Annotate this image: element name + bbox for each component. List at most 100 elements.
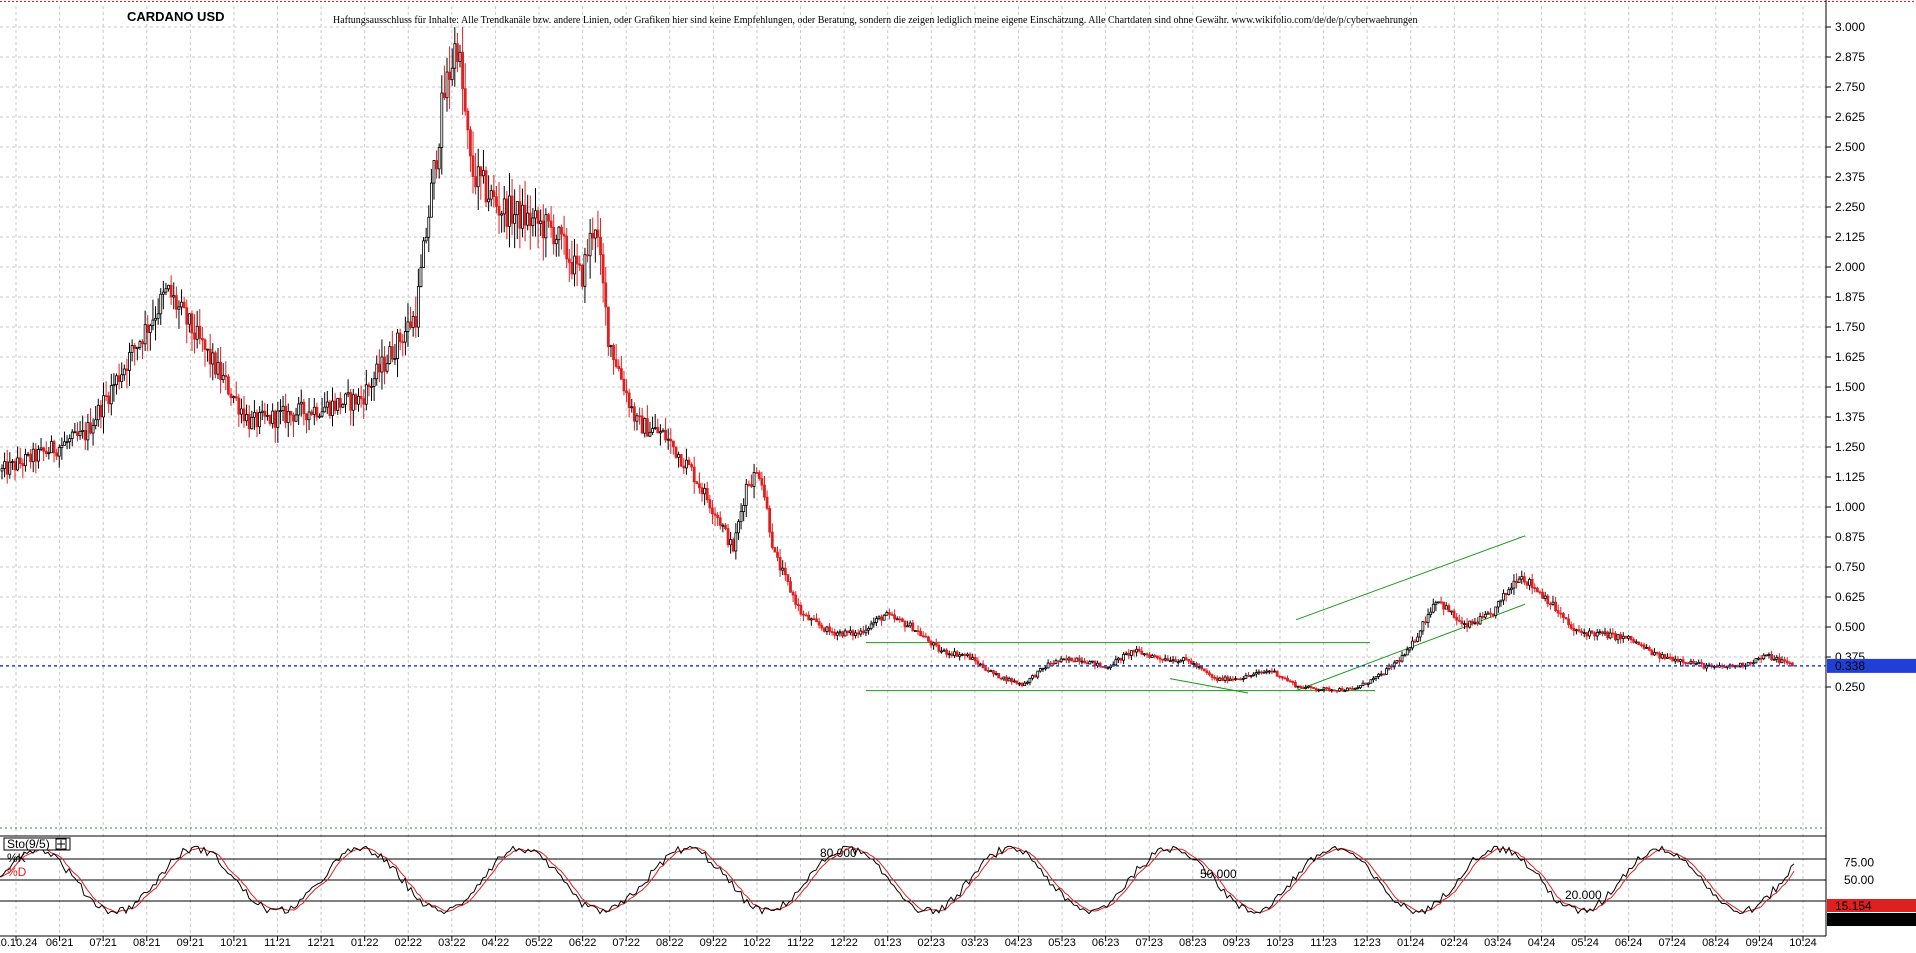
- y-tick-label: 0.500: [1835, 620, 1865, 634]
- candle-body: [1598, 631, 1602, 634]
- candle-body: [924, 635, 928, 638]
- candle-body: [765, 496, 769, 509]
- candle-body: [1231, 678, 1235, 681]
- candle-body: [492, 190, 496, 198]
- oscillator-panel: 80.00050.00020.00075.0050.00Sto(9/5)%K%D…: [0, 835, 1916, 927]
- candle-body: [154, 317, 157, 321]
- candle-body: [846, 630, 850, 634]
- candle-body: [1010, 678, 1014, 683]
- candle-body: [1684, 662, 1688, 664]
- candle-body: [1020, 682, 1024, 687]
- candle-body: [851, 630, 855, 637]
- candle-body: [1247, 675, 1250, 677]
- candle-body: [999, 677, 1003, 680]
- candle-body: [1476, 621, 1479, 625]
- candle-body: [29, 453, 33, 463]
- candle-body: [1070, 657, 1073, 662]
- candle-body: [1156, 655, 1159, 659]
- candle-body: [1614, 633, 1617, 641]
- candle-body: [911, 622, 915, 632]
- candle-body: [26, 453, 30, 456]
- candle-body: [489, 190, 493, 200]
- candle-body: [461, 51, 465, 90]
- candle-body: [802, 613, 805, 616]
- candle-body: [812, 618, 816, 621]
- candle-body: [763, 484, 766, 498]
- candle-body: [44, 450, 48, 454]
- candle-body: [177, 306, 181, 310]
- x-tick-label: 03:23: [961, 937, 989, 948]
- candle-body: [859, 630, 863, 635]
- candle-body: [1788, 662, 1792, 665]
- candle-body: [484, 170, 488, 203]
- candle-body: [1364, 682, 1368, 685]
- candle-body: [895, 618, 899, 621]
- candle-body: [1525, 581, 1529, 586]
- candle-body: [383, 356, 386, 372]
- candle-body: [253, 412, 256, 418]
- candle-body: [1595, 632, 1599, 637]
- y-tick-label: 2.125: [1835, 230, 1865, 244]
- candle-body: [112, 384, 116, 387]
- candle-body: [557, 226, 561, 241]
- candle-body: [565, 235, 569, 260]
- candle-body: [1637, 641, 1641, 646]
- candle-body: [13, 461, 17, 471]
- candle-body: [789, 581, 792, 593]
- candle-body: [102, 395, 105, 418]
- candle-body: [979, 663, 982, 666]
- candle-body: [143, 324, 147, 345]
- candle-body: [427, 216, 431, 238]
- candle-body: [966, 653, 969, 656]
- candle-body: [216, 361, 220, 375]
- candle-body: [544, 214, 548, 239]
- candle-body: [385, 363, 389, 372]
- candle-body: [638, 415, 641, 418]
- candle-body: [526, 212, 530, 226]
- candle-body: [1757, 657, 1760, 660]
- candle-body: [835, 632, 839, 636]
- candle-body: [1663, 654, 1667, 659]
- candle-body: [1215, 677, 1219, 681]
- candle-body: [1145, 653, 1149, 656]
- candle-body: [1038, 668, 1042, 672]
- x-tick-label: 09:24: [1746, 937, 1774, 948]
- x-tick-label: 10:22: [743, 937, 771, 948]
- candle-body: [942, 649, 946, 652]
- candle-body: [227, 376, 230, 395]
- candle-body: [336, 397, 340, 411]
- candle-body: [1161, 658, 1165, 661]
- x-tick-label: 09:23: [1223, 937, 1251, 948]
- candle-body: [721, 524, 725, 527]
- candle-body: [159, 293, 163, 315]
- candle-body: [614, 359, 618, 367]
- candle-body: [1372, 677, 1375, 681]
- candle-body: [401, 341, 405, 344]
- candle-body: [536, 210, 540, 224]
- candle-body: [83, 430, 87, 441]
- osc-level-label: 50.000: [1200, 867, 1237, 881]
- candle-body: [929, 640, 933, 646]
- candle-body: [338, 397, 342, 408]
- channel-lower: [1295, 603, 1526, 692]
- candle-body: [1150, 655, 1154, 658]
- candle-body: [1515, 580, 1518, 584]
- candle-body: [325, 401, 329, 408]
- candle-body: [70, 431, 74, 439]
- candle-body: [94, 419, 98, 426]
- candle-body: [380, 356, 384, 373]
- candle-body: [1330, 689, 1334, 692]
- candle-body: [63, 441, 66, 446]
- candle-body: [411, 316, 415, 328]
- candle-body: [115, 375, 118, 385]
- candle-body: [109, 385, 113, 405]
- candle-body: [1611, 632, 1615, 635]
- candle-body: [500, 213, 504, 216]
- candle-body: [1249, 675, 1253, 677]
- candle-body: [476, 166, 480, 188]
- candle-body: [1051, 662, 1055, 665]
- candle-body: [1187, 659, 1191, 662]
- candle-body: [955, 651, 959, 657]
- candle-body: [698, 483, 701, 489]
- x-tick-label: 09:22: [700, 937, 728, 948]
